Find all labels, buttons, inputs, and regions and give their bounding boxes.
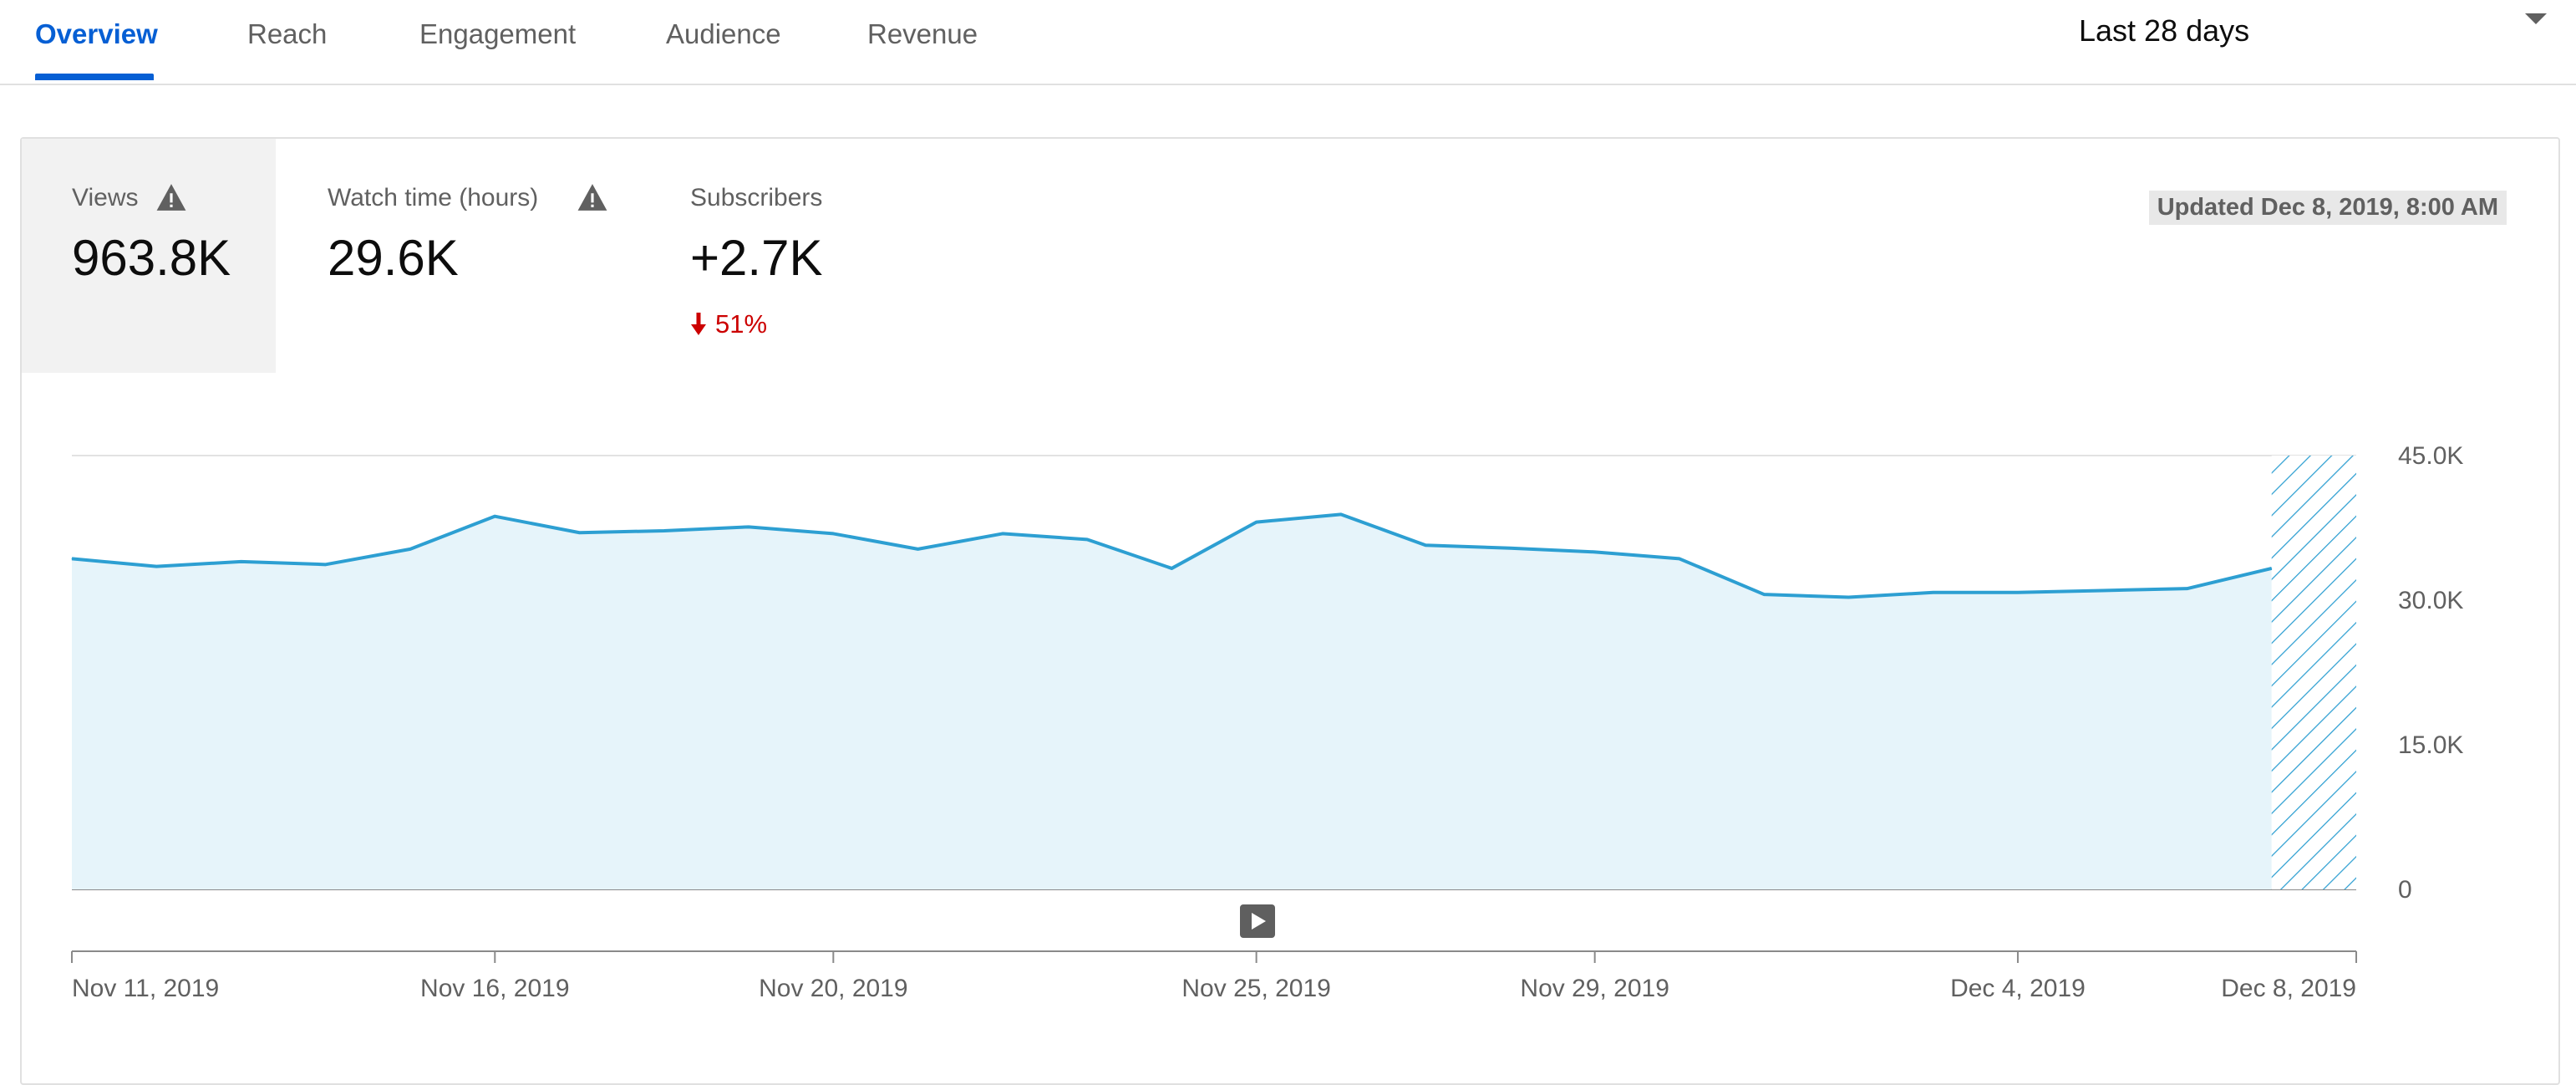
data-point: [1086, 538, 1088, 540]
y-tick-label: 15.0K: [2398, 731, 2463, 759]
x-tick-label: Nov 29, 2019: [1520, 975, 1669, 1002]
x-tick-label: Nov 25, 2019: [1181, 975, 1330, 1002]
dropdown-arrow-icon: [2525, 13, 2547, 24]
data-point: [2017, 592, 2019, 593]
tab-revenue[interactable]: Revenue: [867, 18, 978, 49]
data-point: [1763, 593, 1765, 595]
warning-icon[interactable]: [155, 182, 187, 212]
metric-label: Watch time (hours): [328, 184, 539, 211]
x-tick-label: Dec 8, 2019: [2221, 975, 2356, 1002]
data-point: [1425, 544, 1426, 546]
data-point: [579, 532, 581, 533]
y-tick-label: 30.0K: [2398, 587, 2463, 614]
play-annotation-button[interactable]: [1240, 904, 1275, 938]
data-point: [409, 548, 411, 550]
active-tab-indicator: [35, 74, 154, 80]
views-chart: 0 15.0K 30.0K 45.0K Nov 11, 2019 Nov 16, 201…: [71, 442, 2463, 1002]
metric-subscribers[interactable]: Subscribers +2.7K 51%: [627, 139, 961, 373]
metric-label: Views: [72, 184, 139, 211]
data-point: [2101, 589, 2103, 591]
metric-views[interactable]: Views 963.8K: [22, 139, 276, 373]
date-range-label: Last 28 days: [2079, 13, 2250, 48]
data-point: [1847, 597, 1849, 599]
metric-label: Subscribers: [690, 184, 823, 211]
play-triangle: [1252, 913, 1266, 930]
data-point: [155, 566, 157, 568]
subscribers-change-percent: 51%: [715, 309, 768, 339]
data-point: [325, 563, 327, 565]
data-point: [832, 532, 834, 534]
x-tick-label: Dec 4, 2019: [1950, 975, 2086, 1002]
warning-icon[interactable]: [577, 182, 608, 212]
tab-audience[interactable]: Audience: [666, 18, 781, 49]
metric-watch-time[interactable]: Watch time (hours) 29.6K: [276, 139, 627, 373]
data-point: [917, 548, 919, 550]
tab-reach[interactable]: Reach: [247, 18, 328, 49]
data-point: [1340, 513, 1342, 515]
partial-data-region: [2271, 456, 2356, 889]
tab-overview[interactable]: Overview: [35, 18, 158, 49]
tab-engagement[interactable]: Engagement: [419, 18, 577, 49]
metric-value: +2.7K: [690, 230, 823, 286]
metric-value: 963.8K: [72, 230, 231, 286]
analytics-tab-bar: Overview Reach Engagement Audience Reven…: [0, 0, 2576, 85]
subscribers-change: 51%: [690, 309, 767, 339]
y-tick-label: 45.0K: [2398, 442, 2463, 470]
y-tick-label: 0: [2398, 876, 2412, 904]
down-arrow-icon: [691, 313, 706, 335]
data-point: [1002, 532, 1003, 534]
date-range-select[interactable]: Last 28 days: [2079, 13, 2547, 55]
x-tick-label: Nov 16, 2019: [420, 975, 569, 1002]
data-point: [1594, 551, 1596, 553]
x-tick-label: Nov 11, 2019: [72, 975, 219, 1002]
data-point: [71, 558, 73, 559]
metric-value: 29.6K: [328, 230, 459, 286]
views-area: [72, 514, 2272, 889]
data-point: [663, 530, 665, 532]
x-tick-label: Nov 20, 2019: [759, 975, 907, 1002]
updated-timestamp: Updated Dec 8, 2019, 8:00 AM: [2148, 191, 2507, 225]
